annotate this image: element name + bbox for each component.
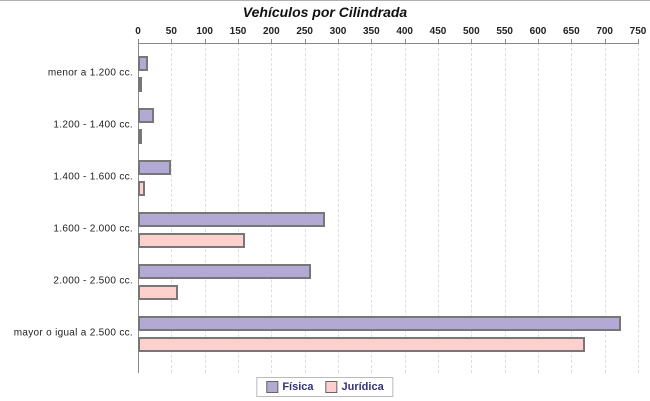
x-tick-mark [271, 39, 273, 43]
x-tick-mark [504, 39, 506, 43]
gridline [371, 43, 373, 373]
x-tick-mark [471, 39, 473, 43]
gridline [504, 43, 506, 373]
x-tick-label: 0 [135, 26, 141, 37]
x-tick-label: 400 [396, 26, 413, 37]
x-tick-mark [371, 39, 373, 43]
x-tick-label: 50 [165, 26, 177, 37]
bar-fisica [138, 56, 148, 71]
legend: Física Jurídica [256, 377, 394, 397]
legend-label-fisica: Física [282, 381, 314, 393]
y-axis-label: 2.000 - 2.500 cc. [53, 275, 133, 286]
bar-juridica [138, 337, 585, 352]
x-tick-mark [304, 39, 306, 43]
bar-juridica [138, 233, 245, 248]
gridline [204, 43, 206, 373]
x-tick-label: 300 [329, 26, 347, 37]
gridline [338, 43, 339, 373]
x-tick-mark [204, 39, 206, 43]
gridline [604, 43, 606, 373]
bar-juridica [138, 77, 142, 92]
x-tick-label: 450 [429, 26, 447, 37]
legend-item-fisica: Física [266, 381, 314, 393]
x-tick-mark [404, 39, 406, 43]
bar-juridica [138, 181, 145, 196]
bar-fisica [138, 160, 172, 175]
x-tick-label: 250 [296, 26, 313, 37]
x-tick-label: 550 [496, 26, 513, 37]
gridline [538, 43, 539, 373]
gridline [304, 43, 306, 373]
bar-fisica [138, 108, 154, 123]
x-tick-label: 200 [262, 26, 280, 37]
y-axis-label: 1.200 - 1.400 cc. [53, 119, 133, 130]
chart-title: Vehículos por Cilindrada [242, 4, 408, 20]
x-tick-label: 150 [229, 26, 247, 37]
gridline [471, 43, 473, 373]
gridline [171, 43, 173, 373]
x-tick-mark [338, 39, 339, 43]
gridline [438, 43, 439, 373]
x-tick-mark [604, 39, 606, 43]
x-tick-mark [638, 39, 639, 43]
x-tick-label: 750 [629, 26, 647, 37]
x-tick-mark [171, 39, 173, 43]
legend-label-juridica: Jurídica [341, 381, 384, 393]
gridline [638, 43, 639, 373]
bar-fisica [138, 212, 325, 227]
x-tick-label: 500 [462, 26, 480, 37]
x-tick-label: 650 [562, 26, 580, 37]
x-tick-mark [571, 39, 573, 43]
x-tick-label: 700 [596, 26, 613, 37]
y-axis-label: mayor o igual a 2.500 cc. [13, 327, 133, 338]
gridline [271, 43, 273, 373]
x-tick-mark [138, 39, 139, 43]
gridline [238, 43, 239, 373]
x-tick-label: 600 [529, 26, 547, 37]
bar-fisica [138, 316, 622, 331]
bar-fisica [138, 264, 312, 279]
y-axis-line [138, 43, 139, 373]
legend-swatch-fisica [266, 381, 279, 393]
bar-juridica [138, 285, 178, 300]
y-axis-label: 1.600 - 2.000 cc. [53, 223, 133, 234]
gridline [404, 43, 406, 373]
x-tick-mark [238, 39, 239, 43]
legend-item-juridica: Jurídica [325, 381, 384, 393]
gridline [571, 43, 573, 373]
bar-juridica [138, 129, 142, 144]
y-axis-label: 1.400 - 1.600 cc. [53, 171, 133, 182]
x-tick-label: 350 [362, 26, 380, 37]
x-tick-label: 100 [196, 26, 213, 37]
x-tick-mark [538, 39, 539, 43]
legend-swatch-juridica [325, 381, 338, 393]
x-tick-mark [438, 39, 439, 43]
y-axis-label: menor a 1.200 cc. [47, 67, 133, 78]
x-axis-line [138, 43, 639, 44]
